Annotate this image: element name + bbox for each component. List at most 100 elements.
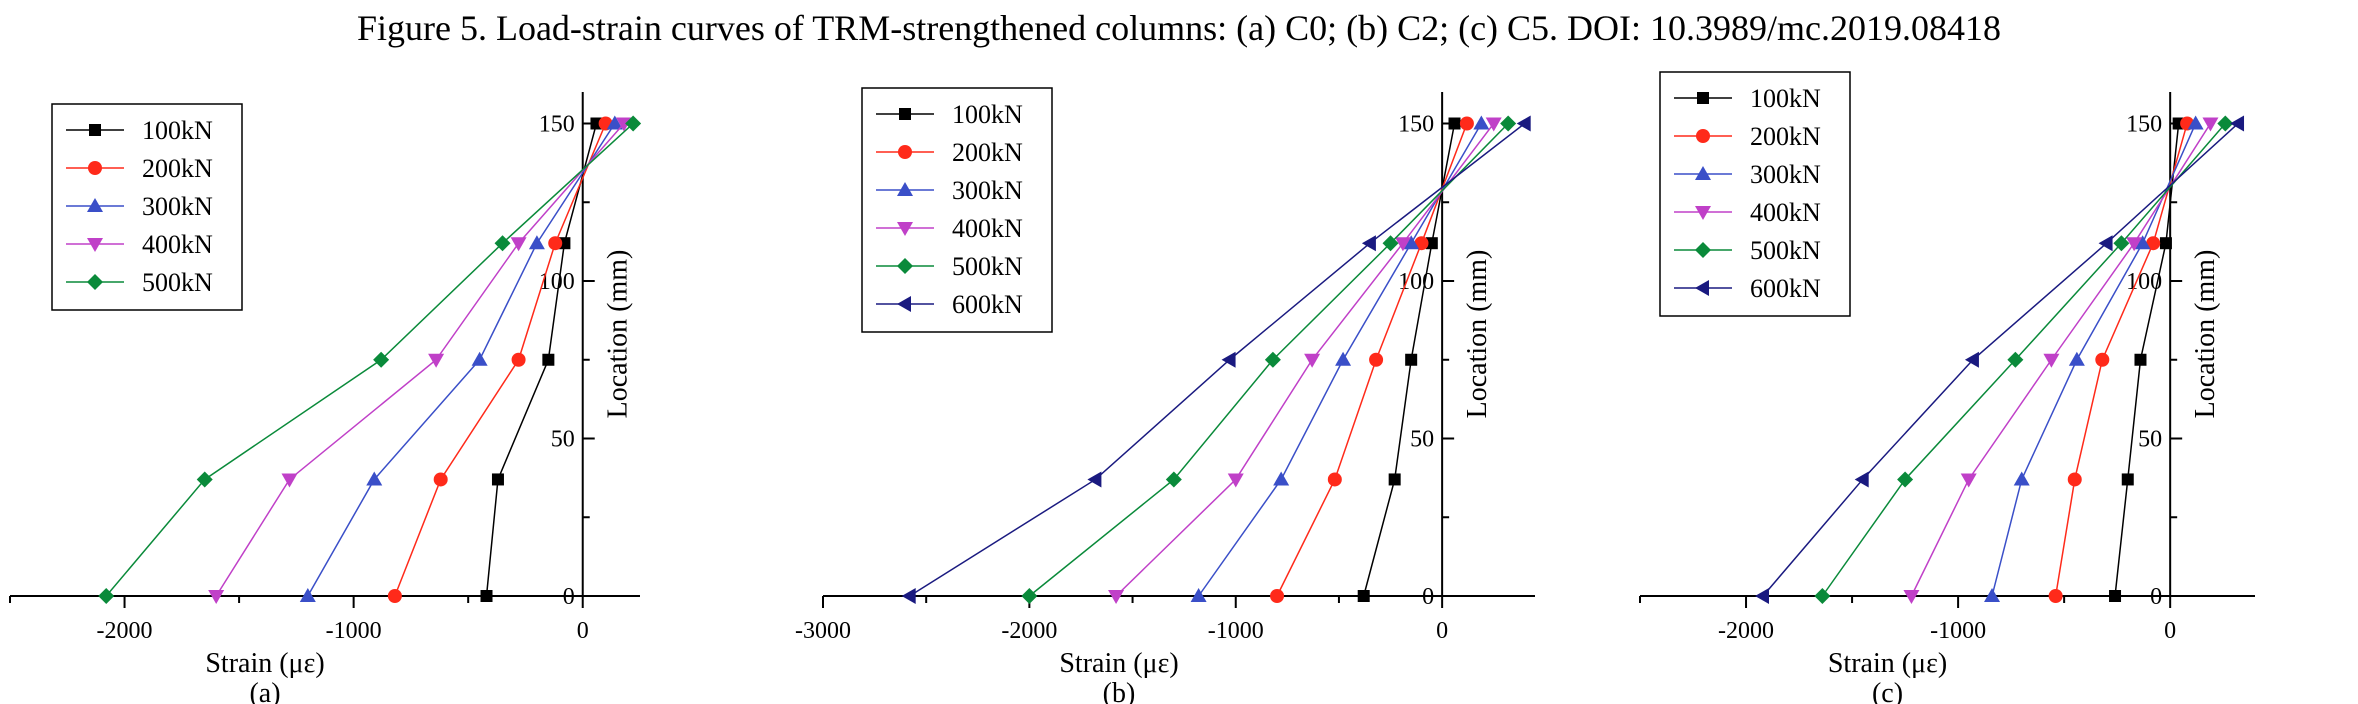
y-tick-label: 50 bbox=[2138, 427, 2162, 453]
y-tick-label: 100 bbox=[1398, 269, 1434, 295]
panel-label: (a) bbox=[249, 678, 280, 704]
legend-label: 100kN bbox=[952, 100, 1023, 129]
data-point bbox=[387, 589, 402, 603]
data-point bbox=[299, 588, 316, 602]
data-point bbox=[1425, 237, 1438, 250]
legend-marker bbox=[899, 108, 911, 120]
data-point bbox=[2043, 353, 2060, 368]
data-point bbox=[1270, 589, 1285, 603]
legend-label: 500kN bbox=[1750, 236, 1821, 265]
data-point bbox=[1403, 235, 1420, 250]
data-point bbox=[1388, 473, 1401, 486]
data-point bbox=[1264, 351, 1281, 368]
data-point bbox=[625, 115, 642, 132]
data-point bbox=[1414, 236, 1429, 251]
data-point bbox=[1357, 590, 1370, 602]
data-point bbox=[2067, 472, 2082, 487]
data-point bbox=[428, 353, 445, 368]
legend-label: 200kN bbox=[952, 138, 1023, 167]
series-line bbox=[307, 123, 616, 597]
data-point bbox=[1473, 115, 1490, 130]
data-point bbox=[1165, 471, 1182, 488]
legend-box bbox=[51, 103, 243, 311]
y-tick-label: 150 bbox=[1398, 112, 1434, 138]
series-line bbox=[394, 123, 607, 597]
x-tick-label: -1000 bbox=[1208, 618, 1264, 644]
data-point bbox=[1382, 235, 1399, 252]
series-500kN bbox=[98, 115, 642, 604]
series-100kN bbox=[480, 117, 603, 602]
panel-label: (b) bbox=[1103, 678, 1136, 704]
series-line bbox=[485, 123, 598, 597]
series-200kN bbox=[2048, 116, 2195, 603]
data-point bbox=[1327, 472, 1342, 487]
data-point bbox=[542, 353, 555, 366]
series-600kN bbox=[901, 115, 1531, 604]
legend-marker bbox=[1695, 242, 1711, 258]
data-point bbox=[2109, 590, 2122, 602]
legend-box bbox=[1659, 71, 1851, 317]
legend-marker bbox=[1696, 129, 1710, 143]
x-tick-label: -2000 bbox=[97, 618, 153, 644]
data-point bbox=[1394, 237, 1411, 252]
data-point bbox=[2230, 115, 2245, 132]
data-point bbox=[1221, 351, 1236, 368]
data-point bbox=[196, 471, 213, 488]
data-point bbox=[2098, 235, 2113, 252]
data-point bbox=[2013, 471, 2030, 486]
y-tick-label: 50 bbox=[551, 427, 575, 453]
data-point bbox=[491, 473, 504, 486]
x-axis-label: Strain (με) bbox=[205, 648, 324, 679]
legend-marker bbox=[1695, 280, 1709, 296]
y-axis-label: Location (mm) bbox=[1462, 250, 1493, 419]
data-point bbox=[606, 115, 623, 130]
data-point bbox=[1964, 351, 1979, 368]
series-line bbox=[215, 123, 625, 597]
series-300kN bbox=[299, 115, 623, 602]
x-tick-label: -2000 bbox=[1001, 618, 1057, 644]
data-point bbox=[1984, 588, 2001, 602]
data-point bbox=[511, 352, 526, 367]
data-point bbox=[1405, 353, 1418, 366]
legend-label: 300kN bbox=[952, 176, 1023, 205]
legend-label: 300kN bbox=[142, 192, 213, 221]
x-tick-label: -3000 bbox=[795, 618, 851, 644]
legend-marker bbox=[1695, 206, 1711, 220]
data-point bbox=[1335, 351, 1352, 366]
legend-marker bbox=[897, 182, 913, 196]
legend-box bbox=[861, 87, 1053, 333]
series-300kN bbox=[1190, 115, 1490, 602]
data-point bbox=[548, 236, 563, 251]
legend-label: 400kN bbox=[142, 230, 213, 259]
data-point bbox=[1361, 235, 1376, 252]
y-tick-label: 150 bbox=[539, 112, 575, 138]
data-point bbox=[433, 472, 448, 487]
data-point bbox=[1190, 588, 1207, 602]
legend-marker bbox=[898, 145, 912, 159]
figure-title: Figure 5. Load-strain curves of TRM-stre… bbox=[356, 8, 2002, 48]
series-100kN bbox=[2109, 117, 2185, 602]
legend-label: 100kN bbox=[142, 116, 213, 145]
legend-label: 300kN bbox=[1750, 160, 1821, 189]
data-point bbox=[1903, 590, 1920, 604]
x-axis-label: Strain (με) bbox=[1828, 648, 1947, 679]
x-tick-label: -1000 bbox=[1930, 618, 1986, 644]
legend-label: 400kN bbox=[1750, 198, 1821, 227]
panel-label: (c) bbox=[1872, 678, 1903, 704]
data-point bbox=[1854, 471, 1869, 488]
legend-label: 200kN bbox=[142, 154, 213, 183]
series-line bbox=[1910, 123, 2212, 597]
series-line bbox=[1115, 123, 1495, 597]
data-point bbox=[528, 235, 545, 250]
legend: 100kN 200kN 300kN 400kN 500kN bbox=[51, 103, 243, 311]
series-line bbox=[2114, 123, 2180, 597]
data-point bbox=[2134, 235, 2151, 250]
legend-marker bbox=[897, 258, 913, 274]
legend-marker bbox=[1697, 92, 1709, 104]
y-tick-label: 150 bbox=[2126, 112, 2162, 138]
data-point bbox=[2095, 352, 2110, 367]
chart-panel-2: -3000 -2000 -1000 00 50 100 150 Location (mm) St… bbox=[795, 87, 1535, 704]
data-point bbox=[2146, 236, 2161, 251]
